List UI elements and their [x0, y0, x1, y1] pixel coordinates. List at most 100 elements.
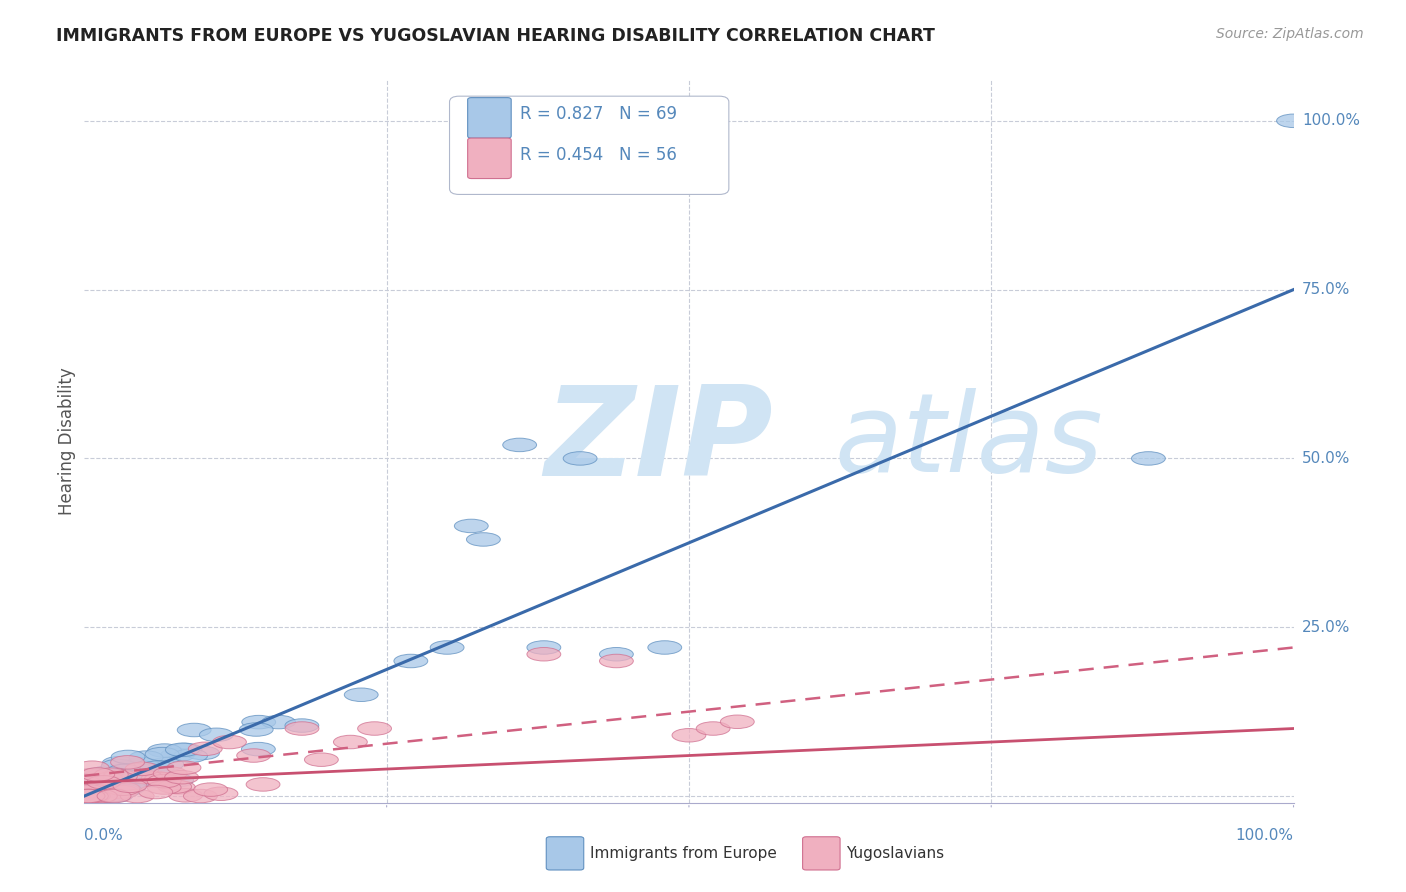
Ellipse shape: [84, 785, 118, 798]
Ellipse shape: [98, 789, 134, 802]
Ellipse shape: [96, 789, 129, 802]
Ellipse shape: [86, 773, 121, 787]
Ellipse shape: [83, 789, 117, 803]
Ellipse shape: [121, 789, 155, 803]
Ellipse shape: [107, 784, 141, 797]
Ellipse shape: [285, 719, 319, 732]
Ellipse shape: [79, 777, 112, 790]
Ellipse shape: [672, 729, 706, 742]
Ellipse shape: [204, 787, 238, 800]
Text: 100.0%: 100.0%: [1302, 113, 1360, 128]
Ellipse shape: [94, 768, 128, 781]
Ellipse shape: [177, 723, 211, 737]
Ellipse shape: [454, 519, 488, 533]
Ellipse shape: [153, 767, 187, 780]
Text: R = 0.454   N = 56: R = 0.454 N = 56: [520, 145, 676, 164]
Ellipse shape: [118, 768, 152, 781]
Ellipse shape: [188, 742, 222, 756]
Ellipse shape: [84, 789, 118, 803]
Ellipse shape: [104, 785, 138, 798]
Ellipse shape: [141, 761, 174, 774]
Ellipse shape: [344, 688, 378, 701]
Ellipse shape: [1277, 114, 1310, 128]
Ellipse shape: [80, 768, 115, 781]
Text: 75.0%: 75.0%: [1302, 282, 1350, 297]
Ellipse shape: [101, 768, 135, 781]
Ellipse shape: [108, 783, 142, 797]
Text: atlas: atlas: [834, 388, 1102, 495]
Ellipse shape: [162, 780, 195, 794]
Ellipse shape: [430, 640, 464, 654]
Ellipse shape: [97, 789, 131, 803]
Ellipse shape: [75, 789, 108, 803]
Ellipse shape: [73, 783, 107, 797]
Ellipse shape: [107, 764, 141, 778]
Ellipse shape: [129, 771, 163, 784]
Ellipse shape: [1132, 451, 1166, 465]
Ellipse shape: [100, 781, 135, 795]
Ellipse shape: [105, 771, 141, 785]
Ellipse shape: [160, 748, 194, 762]
FancyBboxPatch shape: [803, 837, 841, 870]
Ellipse shape: [91, 789, 127, 803]
Ellipse shape: [82, 770, 115, 784]
Ellipse shape: [121, 770, 155, 784]
FancyBboxPatch shape: [450, 96, 728, 194]
Ellipse shape: [72, 769, 105, 782]
Ellipse shape: [527, 640, 561, 654]
Ellipse shape: [72, 789, 105, 803]
Ellipse shape: [111, 756, 145, 769]
Ellipse shape: [148, 744, 181, 757]
Ellipse shape: [394, 654, 427, 668]
Ellipse shape: [157, 780, 191, 793]
Ellipse shape: [104, 770, 138, 783]
Ellipse shape: [148, 780, 181, 794]
Ellipse shape: [111, 781, 145, 795]
Text: R = 0.827   N = 69: R = 0.827 N = 69: [520, 105, 676, 123]
Ellipse shape: [236, 748, 270, 763]
Ellipse shape: [117, 761, 150, 774]
Y-axis label: Hearing Disability: Hearing Disability: [58, 368, 76, 516]
Ellipse shape: [246, 778, 280, 791]
Ellipse shape: [285, 722, 319, 735]
Ellipse shape: [167, 761, 201, 774]
Ellipse shape: [145, 747, 179, 761]
Ellipse shape: [72, 789, 105, 803]
Ellipse shape: [183, 789, 218, 803]
Ellipse shape: [73, 789, 107, 803]
Text: Immigrants from Europe: Immigrants from Europe: [589, 846, 776, 861]
Ellipse shape: [239, 723, 273, 736]
Ellipse shape: [73, 789, 107, 803]
Ellipse shape: [242, 742, 276, 756]
Ellipse shape: [72, 785, 105, 798]
Ellipse shape: [648, 640, 682, 654]
Ellipse shape: [169, 789, 202, 802]
Ellipse shape: [72, 789, 105, 803]
Ellipse shape: [134, 773, 167, 787]
Ellipse shape: [173, 749, 208, 763]
Ellipse shape: [186, 747, 219, 760]
Ellipse shape: [76, 761, 110, 774]
Ellipse shape: [114, 763, 148, 776]
Ellipse shape: [76, 789, 110, 803]
Text: Source: ZipAtlas.com: Source: ZipAtlas.com: [1216, 27, 1364, 41]
Ellipse shape: [77, 768, 111, 781]
Ellipse shape: [564, 451, 598, 465]
Ellipse shape: [118, 758, 152, 772]
Ellipse shape: [333, 735, 367, 748]
Text: 0.0%: 0.0%: [84, 828, 124, 843]
Ellipse shape: [73, 788, 107, 802]
Ellipse shape: [194, 783, 228, 797]
Ellipse shape: [91, 783, 125, 797]
Ellipse shape: [169, 743, 202, 756]
Ellipse shape: [139, 785, 173, 799]
Ellipse shape: [166, 743, 200, 756]
FancyBboxPatch shape: [468, 97, 512, 138]
Ellipse shape: [124, 763, 157, 777]
Ellipse shape: [101, 759, 135, 772]
Ellipse shape: [720, 715, 754, 729]
Ellipse shape: [242, 715, 276, 729]
Ellipse shape: [76, 789, 110, 803]
Ellipse shape: [89, 772, 122, 785]
Ellipse shape: [72, 786, 105, 799]
